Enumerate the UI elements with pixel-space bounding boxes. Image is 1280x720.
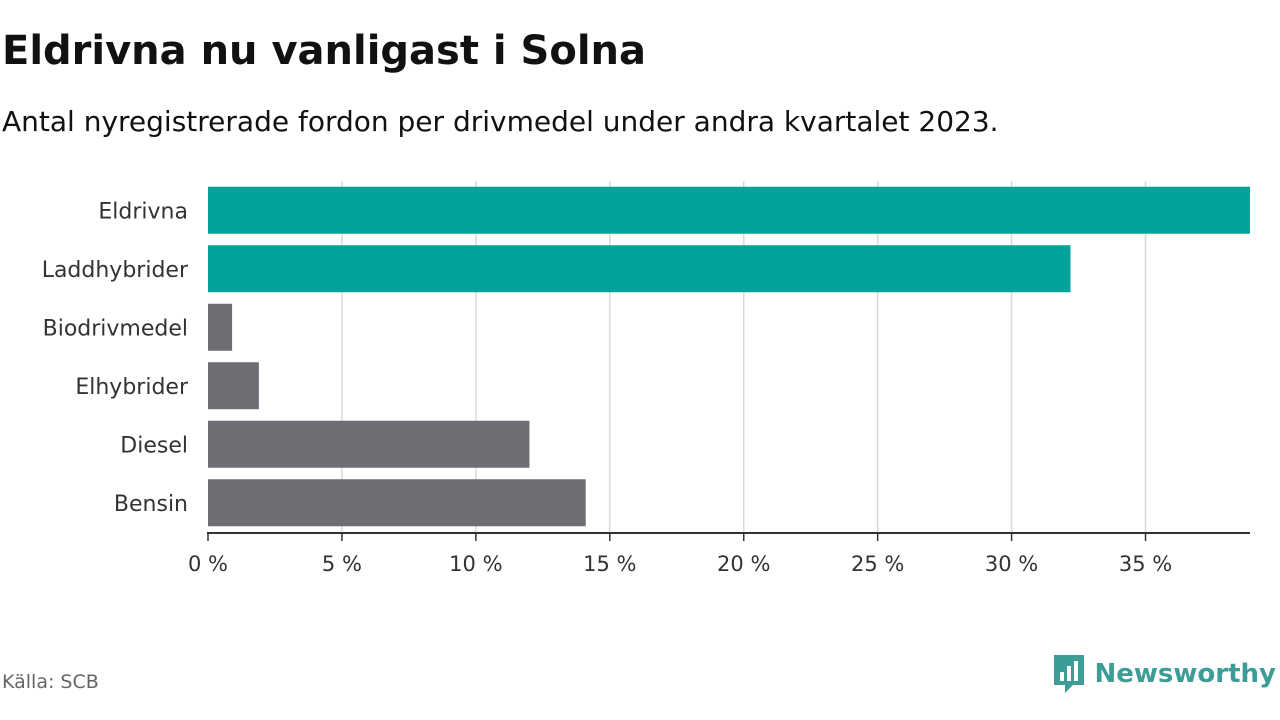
bar <box>208 362 259 410</box>
source-note: Källa: SCB <box>2 671 99 693</box>
chart-title: Eldrivna nu vanligast i Solna <box>2 28 647 74</box>
category-label: Biodrivmedel <box>43 316 188 341</box>
x-tick-label: 20 % <box>717 552 770 576</box>
x-tick-label: 15 % <box>583 552 636 576</box>
x-tick-label: 25 % <box>851 552 904 576</box>
x-tick-label: 5 % <box>322 552 362 576</box>
newsworthy-logo-icon <box>1053 655 1084 693</box>
category-labels: Eldrivna Laddhybrider Biodrivmedel Elhybrid… <box>42 199 189 517</box>
x-axis: 0 % 5 % 10 % 15 % 20 % 25 % 30 % 35 % <box>188 532 1250 576</box>
bars <box>208 186 1250 527</box>
bar <box>208 186 1250 234</box>
bar <box>208 303 233 351</box>
category-label: Laddhybrider <box>42 258 189 283</box>
brand-name: Newsworthy <box>1094 659 1276 689</box>
brand-logo: Newsworthy <box>1051 652 1276 696</box>
x-tick-label: 10 % <box>449 552 502 576</box>
x-tick-label: 35 % <box>1119 552 1172 576</box>
category-label: Elhybrider <box>75 375 189 400</box>
gridlines <box>341 181 1147 533</box>
chart-subtitle: Antal nyregistrerade fordon per drivmede… <box>2 105 999 138</box>
x-tick-label: 30 % <box>985 552 1038 576</box>
bar <box>208 420 530 468</box>
category-label: Diesel <box>120 433 188 458</box>
bar <box>208 245 1071 293</box>
category-label: Eldrivna <box>98 199 188 224</box>
bar-chart: Eldrivna Laddhybrider Biodrivmedel Elhybrid… <box>42 181 1250 576</box>
x-tick-label: 0 % <box>188 552 228 576</box>
category-label: Bensin <box>114 492 188 517</box>
bar <box>208 479 586 527</box>
